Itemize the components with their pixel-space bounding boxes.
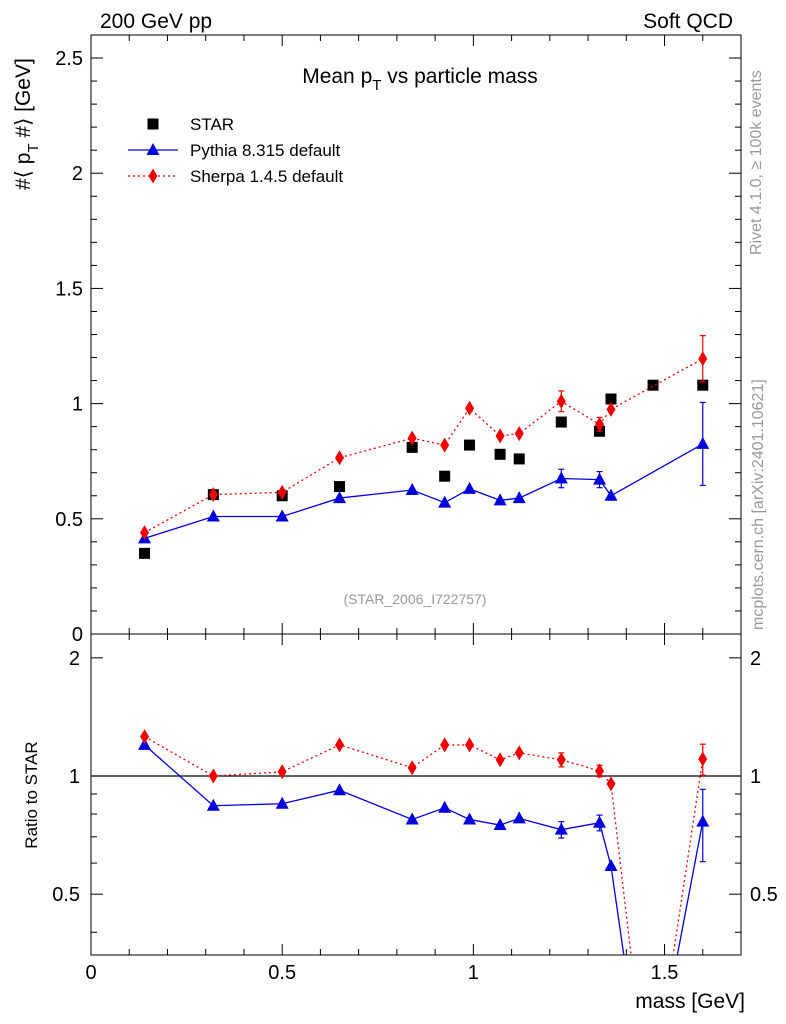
pythia-point [333,491,347,504]
sherpa-ratio-point [556,752,566,768]
legend-label-star: STAR [190,115,234,134]
pythia-point [463,481,477,494]
star-point [139,547,151,559]
ratio-y-tick-label-right: 1 [750,766,761,788]
ratio-y-tick-label: 1 [69,766,80,788]
sherpa-point [465,400,475,416]
sherpa-ratio-point [595,763,605,779]
header-left: 200 GeV pp [100,10,212,33]
sherpa-ratio-point [335,737,345,753]
sherpa-ratio-point [407,760,417,776]
pythia-ratio-point [206,798,220,811]
pythia-ratio-point [593,815,607,828]
pythia-ratio-point [275,796,289,809]
legend-marker-star [147,118,159,130]
pythia-point [604,488,618,501]
sherpa-line [144,358,704,534]
sherpa-point [514,426,524,442]
x-axis-label: mass [GeV] [635,990,745,1013]
pythia-point [493,493,507,506]
pythia-point [554,471,568,484]
y-tick-label: 2 [72,163,83,185]
star-point [406,441,418,453]
star-point [494,448,506,460]
legend-marker-sherpa [148,168,158,184]
y-tick-label: 0 [72,624,83,646]
pythia-point [512,491,526,504]
pythia-point [275,509,289,522]
sherpa-ratio-point [606,776,616,792]
pythia-point [438,495,452,508]
chart-title: Mean pT vs particle mass [302,65,538,94]
sherpa-ratio-line [144,736,704,955]
sherpa-ratio-point [465,737,475,753]
sherpa-point [335,450,345,466]
ratio-y-tick-label: 2 [69,648,80,670]
x-tick-label: 0 [85,962,96,984]
pythia-ratio-line [144,744,704,955]
rivet-label: Rivet 4.1.0, ≥ 100k events [748,70,765,255]
main-plot-frame [90,34,742,635]
sherpa-point [440,437,450,453]
sherpa-ratio-point [140,729,150,745]
star-point [555,416,567,428]
pythia-line [144,443,704,540]
sherpa-ratio-point [495,752,505,768]
pythia-ratio-point [604,858,618,871]
sherpa-ratio-point [277,764,287,780]
main-y-axis-label: #⟨ pT #⟩ [GeV] [12,58,42,190]
sherpa-point [495,428,505,444]
legend-marker-pythia [146,143,160,155]
header-right: Soft QCD [643,10,733,33]
y-tick-label: 2.5 [55,48,83,70]
x-tick-label: 1.5 [651,962,679,984]
star-point [464,439,476,451]
pythia-ratio-point [696,814,710,827]
pythia-ratio-point [405,812,419,825]
sherpa-point [595,416,605,432]
y-tick-label: 1.5 [55,278,83,300]
sherpa-point [407,430,417,446]
mcplots-label: mcplots.cern.ch [arXiv:2401.10621] [750,379,767,630]
sherpa-point [140,525,150,541]
ratio-y-axis-label: Ratio to STAR [22,741,41,848]
pythia-ratio-point [333,783,347,796]
legend-label-pythia: Pythia 8.315 default [190,141,341,160]
pythia-point [405,483,419,496]
pythia-point [206,509,220,522]
pythia-ratio-point [512,811,526,824]
sherpa-ratio-point [698,751,708,767]
sherpa-point [606,401,616,417]
sherpa-ratio-point [514,745,524,761]
x-tick-label: 0.5 [268,962,296,984]
legend-label-sherpa: Sherpa 1.4.5 default [190,167,343,186]
y-tick-label: 0.5 [55,509,83,531]
pythia-ratio-point [463,812,477,825]
pythia-point [696,436,710,449]
x-tick-label: 1 [468,962,479,984]
sherpa-point [698,351,708,367]
star-point [334,481,346,493]
star-point [439,470,451,482]
ratio-plot-frame [90,633,742,956]
ratio-y-tick-label: 0.5 [52,884,80,906]
y-tick-label: 1 [72,394,83,416]
analysis-watermark: (STAR_2006_I722757) [344,591,487,607]
pythia-ratio-point [554,822,568,835]
sherpa-ratio-point [208,768,218,784]
pythia-ratio-point [438,800,452,813]
sherpa-point [556,393,566,409]
sherpa-point [208,487,218,503]
pythia-ratio-point [493,818,507,831]
star-point [647,379,659,391]
pythia-point [593,472,607,485]
star-point [513,453,525,465]
sherpa-ratio-point [440,737,450,753]
ratio-y-tick-label-right: 0.5 [750,884,778,906]
sherpa-point [277,484,287,500]
star-point [697,379,709,391]
star-point [605,393,617,405]
ratio-y-tick-label-right: 2 [750,648,761,670]
